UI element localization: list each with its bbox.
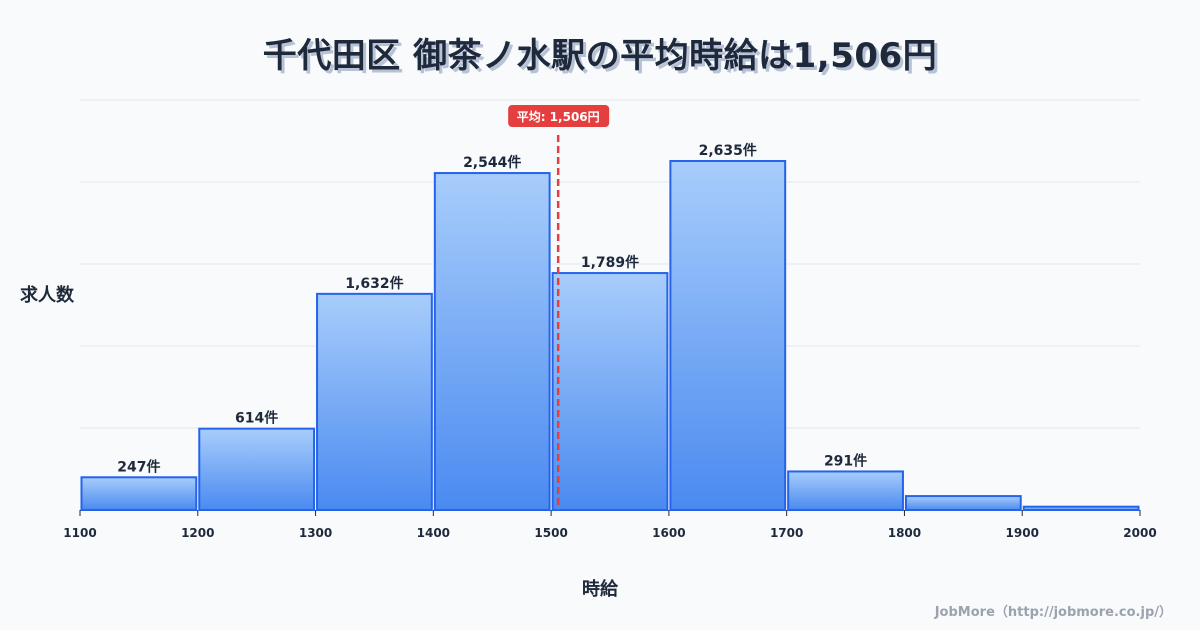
source-credit: JobMore（http://jobmore.co.jp/） <box>934 605 1172 620</box>
x-axis-label: 時給 <box>582 579 618 600</box>
x-tick-label: 2000 <box>1123 526 1156 540</box>
x-tick-label: 1700 <box>770 526 803 540</box>
x-tick-label: 1600 <box>652 526 685 540</box>
histogram-bar[interactable] <box>80 476 198 512</box>
bars: 247件 614件 1,632件 2,544件 1,789件 2,635件 291件 <box>80 142 1140 512</box>
x-tick-label: 1300 <box>299 526 332 540</box>
histogram-bar[interactable] <box>787 470 904 511</box>
x-axis-ticks: 1100 1200 1300 1400 1500 1600 1700 1800 1900 2000 <box>63 510 1157 540</box>
histogram-bar[interactable] <box>1022 505 1140 512</box>
x-tick-label: 1100 <box>63 526 96 540</box>
average-marker: 平均: 1,506円 <box>508 105 610 510</box>
bar-value-label: 247件 <box>117 458 160 475</box>
histogram-bar[interactable] <box>669 160 787 511</box>
histogram-bar[interactable] <box>316 292 433 511</box>
average-label: 平均: 1,506円 <box>517 109 600 124</box>
bar-value-label: 2,544件 <box>463 154 521 171</box>
bar-value-label: 1,632件 <box>345 275 403 292</box>
bar-value-label: 2,635件 <box>699 142 757 159</box>
histogram-bar[interactable] <box>551 272 669 511</box>
x-tick-label: 1400 <box>417 526 450 540</box>
average-badge <box>508 105 610 127</box>
x-tick-label: 1900 <box>1006 526 1039 540</box>
y-axis-label: 求人数 <box>20 285 74 306</box>
histogram-bar[interactable] <box>198 427 316 511</box>
x-tick-label: 1500 <box>534 526 567 540</box>
bar-value-label: 614件 <box>235 410 278 427</box>
x-tick-label: 1800 <box>888 526 921 540</box>
bar-value-label: 1,789件 <box>581 254 639 271</box>
chart-title: 千代田区 御茶ノ水駅の平均時給は1,506円 <box>262 36 938 76</box>
bar-value-label: 291件 <box>824 452 867 469</box>
histogram-bar[interactable] <box>433 172 551 511</box>
x-tick-label: 1200 <box>181 526 214 540</box>
histogram-bar[interactable] <box>904 495 1022 512</box>
